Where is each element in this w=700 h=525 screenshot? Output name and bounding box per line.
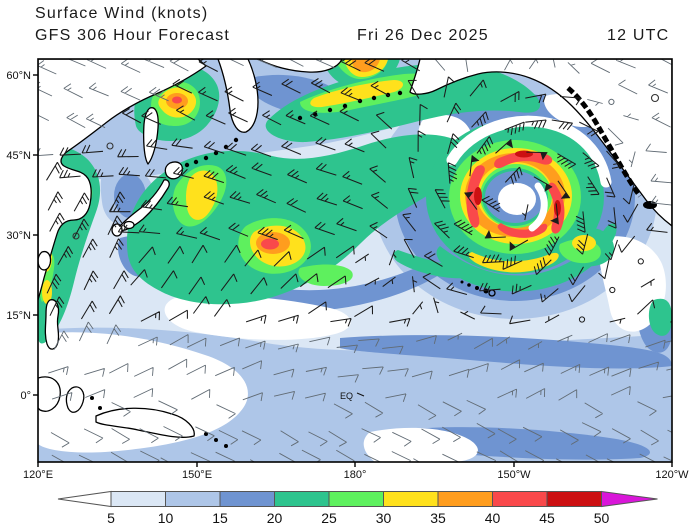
colorbar-tick-label: 20 — [267, 510, 283, 525]
colorbar-tick-label: 10 — [158, 510, 174, 525]
solomon-islands — [90, 396, 228, 448]
colorbar-tick-label: 45 — [539, 510, 555, 525]
colorbar-legend: 5 10 15 20 25 30 35 40 45 50 — [57, 490, 658, 525]
valid-time-label: 12 UTC — [607, 27, 670, 44]
aleutian-islands — [297, 90, 403, 121]
cyclone-eye — [498, 183, 536, 215]
lat-label: 45°N — [6, 150, 31, 162]
colorbar-segment — [219, 491, 275, 507]
lon-label: 150°W — [497, 469, 531, 481]
map-axes: 60°N 45°N 30°N 15°N 0° 120°E 150°E 180° 150°W 120… — [6, 70, 689, 481]
lon-label: 120°E — [23, 469, 53, 481]
model-forecast-label: GFS 306 Hour Forecast — [35, 27, 231, 44]
equator-tick — [356, 392, 365, 397]
chukotka-coast — [257, 59, 343, 73]
lat-label: 60°N — [6, 70, 31, 82]
colorbar-segment — [546, 491, 602, 507]
colorbar-segment — [328, 491, 384, 507]
lat-label: 30°N — [6, 230, 31, 242]
kuril-islands — [184, 137, 239, 168]
colorbar-under-arrow — [57, 490, 112, 508]
lon-label: 150°E — [182, 469, 212, 481]
lat-label: 15°N — [6, 310, 31, 322]
colorbar-tick-label: 40 — [485, 510, 501, 525]
colorbar-tick-label: 35 — [430, 510, 446, 525]
equator-label: EQ — [340, 391, 353, 401]
lon-label: 120°W — [655, 469, 689, 481]
colorbar-segment — [110, 491, 166, 507]
colorbar-segment — [437, 491, 493, 507]
colorbar-tick-label: 25 — [321, 510, 337, 525]
valid-date-label: Fri 26 Dec 2025 — [357, 27, 489, 44]
philippines — [44, 299, 60, 350]
hokkaido — [164, 161, 184, 180]
colorbar-segment — [165, 491, 221, 507]
kyushu — [111, 223, 123, 237]
cyclone-white-spiral — [446, 115, 612, 188]
colorbar-tick-label: 5 — [107, 510, 115, 525]
colorbar-segment — [274, 491, 330, 507]
colorbar-tick-label: 30 — [376, 510, 392, 525]
colorbar-segment — [492, 491, 548, 507]
colorbar-tick-label: 15 — [212, 510, 228, 525]
map-field: EQ — [38, 59, 672, 462]
calm-station-circles — [72, 93, 660, 240]
taiwan — [38, 250, 52, 271]
colorbar-segment — [383, 491, 439, 507]
page-title: Surface Wind (knots) — [35, 5, 209, 22]
colorbar-over-arrow — [601, 490, 658, 508]
lat-label: 0° — [20, 390, 31, 402]
alaska-panhandle-islands — [566, 86, 643, 198]
colorbar-tick-label: 50 — [594, 510, 610, 525]
lon-label: 180° — [344, 469, 367, 481]
asia-mainland — [38, 59, 207, 301]
wind-barbs-dark — [46, 59, 672, 327]
vancouver-island — [643, 201, 657, 209]
